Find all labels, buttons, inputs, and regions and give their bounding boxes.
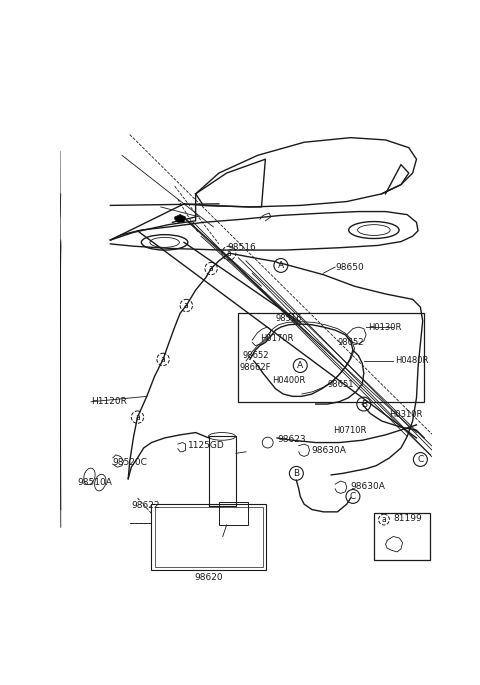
Text: 81199: 81199 [393, 514, 422, 523]
Bar [238, 313, 424, 401]
Text: H0130R: H0130R [369, 323, 402, 332]
Text: 98650: 98650 [335, 262, 364, 271]
Text: 98510A: 98510A [77, 478, 112, 487]
Bar [152, 504, 266, 570]
Text: 98623: 98623 [277, 435, 306, 444]
Text: A: A [297, 361, 303, 370]
Text: 98630A: 98630A [312, 446, 347, 455]
Text: H1120R: H1120R [91, 397, 127, 406]
Bar [155, 507, 263, 567]
Text: a: a [227, 249, 231, 258]
Text: C: C [350, 492, 356, 501]
Text: a: a [184, 301, 189, 310]
Text: H0310R: H0310R [389, 410, 423, 419]
Text: 1125GD: 1125GD [188, 441, 225, 450]
Text: B: B [361, 399, 367, 408]
Text: 98520C: 98520C [113, 458, 147, 467]
Bar [374, 513, 431, 560]
Text: 98652: 98652 [337, 338, 364, 347]
Text: 98630A: 98630A [350, 482, 385, 491]
Text: a: a [135, 412, 140, 422]
Polygon shape [175, 214, 186, 223]
Bar [219, 502, 248, 525]
Text: A: A [278, 261, 284, 270]
Text: 98620: 98620 [194, 573, 223, 582]
Text: a: a [161, 355, 166, 364]
Text: 98652: 98652 [242, 351, 269, 360]
Text: 98651: 98651 [327, 379, 354, 388]
Text: H0710R: H0710R [333, 426, 366, 435]
Text: C: C [417, 455, 423, 464]
Text: 98662F: 98662F [240, 362, 271, 371]
Text: a: a [382, 515, 386, 524]
Text: a: a [209, 264, 214, 273]
Text: 98622: 98622 [132, 501, 160, 510]
Text: B: B [293, 469, 300, 478]
Text: H0170R: H0170R [260, 334, 293, 343]
Text: 98516: 98516 [276, 314, 302, 323]
Text: 98516: 98516 [228, 242, 256, 251]
Bar [209, 436, 236, 506]
Text: H0480R: H0480R [395, 356, 428, 365]
Text: H0400R: H0400R [272, 376, 305, 385]
